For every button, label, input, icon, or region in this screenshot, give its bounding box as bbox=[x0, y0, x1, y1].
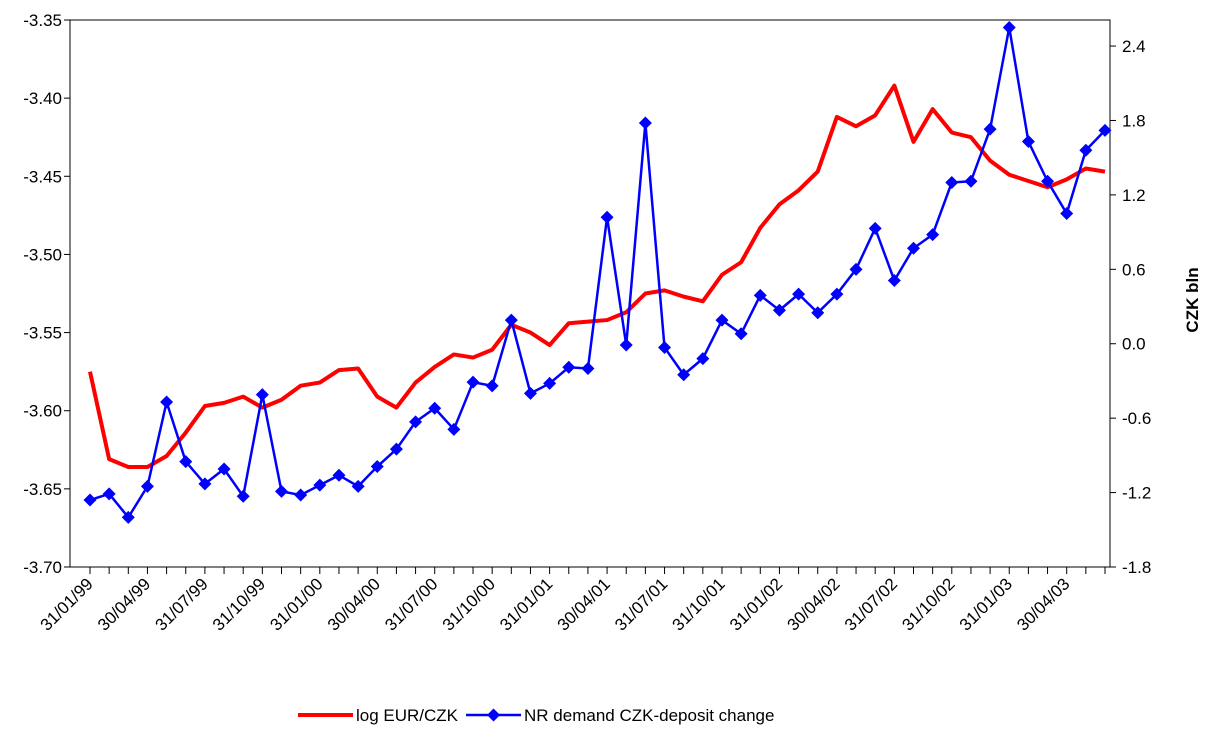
data-point bbox=[332, 468, 346, 482]
data-point bbox=[313, 478, 327, 492]
y2-tick-label: 2.4 bbox=[1122, 37, 1146, 56]
data-point bbox=[600, 210, 614, 224]
y2-tick-label: 1.2 bbox=[1122, 186, 1146, 205]
x-tick-label: 31/07/01 bbox=[611, 574, 671, 634]
data-point bbox=[485, 379, 499, 393]
data-point bbox=[658, 340, 672, 354]
data-point bbox=[236, 489, 250, 503]
series-line bbox=[89, 26, 1106, 519]
data-point bbox=[1021, 135, 1035, 149]
data-point bbox=[370, 460, 384, 474]
x-tick-label: 31/07/99 bbox=[151, 574, 211, 634]
data-point bbox=[696, 352, 710, 366]
data-point bbox=[294, 488, 308, 502]
x-tick-label: 30/04/01 bbox=[554, 574, 614, 634]
y-tick-label: -3.60 bbox=[23, 402, 62, 421]
y2-tick-label: -1.2 bbox=[1122, 484, 1151, 503]
data-point bbox=[581, 362, 595, 376]
data-point bbox=[447, 422, 461, 436]
data-point bbox=[83, 493, 97, 507]
y2-tick-label: -1.8 bbox=[1122, 558, 1151, 577]
data-point bbox=[351, 479, 365, 493]
x-tick-label: 30/04/02 bbox=[783, 574, 843, 634]
y2-axis-label: CZK bln bbox=[1183, 267, 1202, 332]
data-point bbox=[906, 241, 920, 255]
x-tick-label: 30/04/03 bbox=[1013, 574, 1073, 634]
data-point bbox=[753, 288, 767, 302]
data-point bbox=[523, 386, 537, 400]
data-point bbox=[409, 415, 423, 429]
data-point bbox=[504, 313, 518, 327]
data-point bbox=[1002, 20, 1016, 34]
data-point bbox=[715, 313, 729, 327]
x-tick-label: 31/10/01 bbox=[669, 574, 729, 634]
y-tick-label: -3.65 bbox=[23, 480, 62, 499]
data-point bbox=[849, 262, 863, 276]
data-point bbox=[830, 287, 844, 301]
data-point bbox=[677, 368, 691, 382]
data-point bbox=[983, 122, 997, 136]
plot-frame bbox=[69, 19, 1111, 568]
data-point bbox=[1060, 206, 1074, 220]
x-tick-label: 30/04/00 bbox=[324, 574, 384, 634]
x-tick-label: 31/01/02 bbox=[726, 574, 786, 634]
data-point bbox=[887, 273, 901, 287]
x-tick-label: 31/10/99 bbox=[209, 574, 269, 634]
data-point bbox=[926, 228, 940, 242]
x-tick-label: 31/07/00 bbox=[381, 574, 441, 634]
data-point bbox=[179, 455, 193, 469]
data-point bbox=[217, 462, 231, 476]
data-point bbox=[1041, 174, 1055, 188]
y2-tick-label: -0.6 bbox=[1122, 409, 1151, 428]
data-point bbox=[543, 376, 557, 390]
y2-tick-label: 1.8 bbox=[1122, 111, 1146, 130]
data-point bbox=[868, 221, 882, 235]
y-tick-label: -3.50 bbox=[23, 245, 62, 264]
data-point bbox=[964, 174, 978, 188]
x-tick-label: 31/10/02 bbox=[898, 574, 958, 634]
y-tick-label: -3.55 bbox=[23, 324, 62, 343]
data-point bbox=[1079, 143, 1093, 157]
x-tick-label: 31/01/99 bbox=[37, 574, 97, 634]
legend-label: NR demand CZK-deposit change bbox=[524, 706, 774, 725]
data-point bbox=[734, 327, 748, 341]
legend-label: log EUR/CZK bbox=[356, 706, 459, 725]
y-tick-label: -3.35 bbox=[23, 11, 62, 30]
y2-tick-label: 0.6 bbox=[1122, 260, 1146, 279]
y-tick-label: -3.45 bbox=[23, 167, 62, 186]
data-point bbox=[275, 484, 289, 498]
x-tick-label: 31/01/03 bbox=[956, 574, 1016, 634]
data-point bbox=[121, 510, 135, 524]
data-point bbox=[1098, 123, 1112, 137]
data-point bbox=[428, 401, 442, 415]
data-point bbox=[638, 116, 652, 130]
data-point bbox=[140, 479, 154, 493]
data-point bbox=[945, 175, 959, 189]
data-point bbox=[466, 375, 480, 389]
x-tick-label: 31/01/00 bbox=[266, 574, 326, 634]
data-point bbox=[772, 303, 786, 317]
series-line bbox=[88, 83, 1106, 469]
x-tick-label: 31/01/01 bbox=[496, 574, 556, 634]
data-point bbox=[792, 287, 806, 301]
data-point bbox=[102, 487, 116, 501]
y-tick-label: -3.70 bbox=[23, 558, 62, 577]
data-point bbox=[160, 395, 174, 409]
data-point bbox=[811, 306, 825, 320]
legend-marker bbox=[487, 708, 501, 722]
data-point bbox=[389, 442, 403, 456]
data-point bbox=[198, 477, 212, 491]
data-point bbox=[255, 388, 269, 402]
y2-tick-label: 0.0 bbox=[1122, 335, 1146, 354]
data-point bbox=[619, 338, 633, 352]
x-tick-label: 30/04/99 bbox=[94, 574, 154, 634]
y-tick-label: -3.40 bbox=[23, 89, 62, 108]
x-tick-label: 31/10/00 bbox=[439, 574, 499, 634]
data-point bbox=[562, 360, 576, 374]
x-tick-label: 31/07/02 bbox=[841, 574, 901, 634]
